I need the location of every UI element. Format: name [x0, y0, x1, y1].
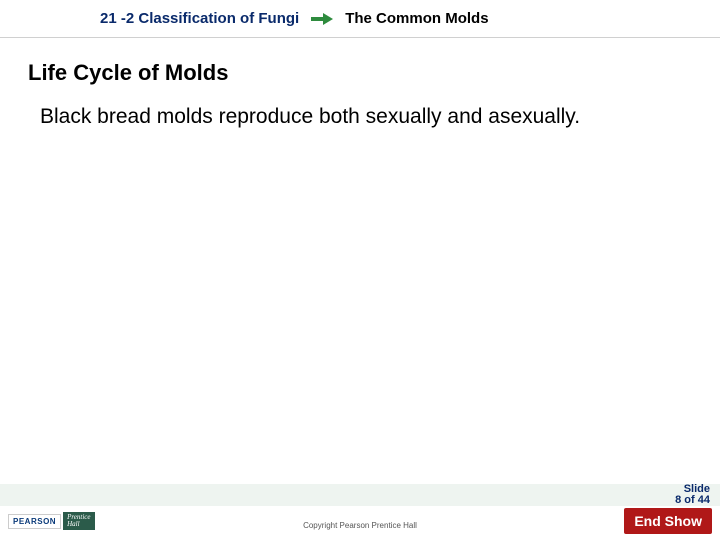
logo-pearson-text: PEARSON — [8, 514, 61, 529]
arrow-right-icon — [311, 13, 333, 25]
slide-total: 44 — [698, 494, 710, 506]
section-heading: Life Cycle of Molds — [28, 60, 720, 86]
slide-number: 8 — [675, 494, 681, 506]
end-show-button[interactable]: End Show — [624, 508, 712, 534]
slide-of: of — [684, 494, 694, 506]
slide-header: 21 -2 Classification of Fungi The Common… — [0, 0, 720, 27]
body-text: Black bread molds reproduce both sexuall… — [40, 104, 680, 130]
breadcrumb-chapter: 21 -2 Classification of Fungi — [100, 10, 299, 27]
breadcrumb-topic: The Common Molds — [345, 10, 488, 27]
logo-ph-line2: Hall — [67, 521, 90, 528]
slide-footer: Slide 8 of 44 PEARSON Prentice Hall Copy… — [0, 484, 720, 540]
slide-counter: Slide 8 of 44 — [675, 484, 710, 507]
publisher-logo: PEARSON Prentice Hall — [8, 512, 95, 530]
footer-bottom-row: PEARSON Prentice Hall Copyright Pearson … — [0, 506, 720, 540]
copyright-text: Copyright Pearson Prentice Hall — [303, 521, 417, 530]
slide-counter-bar: Slide 8 of 44 — [0, 484, 720, 506]
logo-prentice-hall: Prentice Hall — [63, 512, 94, 530]
header-divider — [0, 37, 720, 38]
slide-count-text: 8 of 44 — [675, 495, 710, 507]
